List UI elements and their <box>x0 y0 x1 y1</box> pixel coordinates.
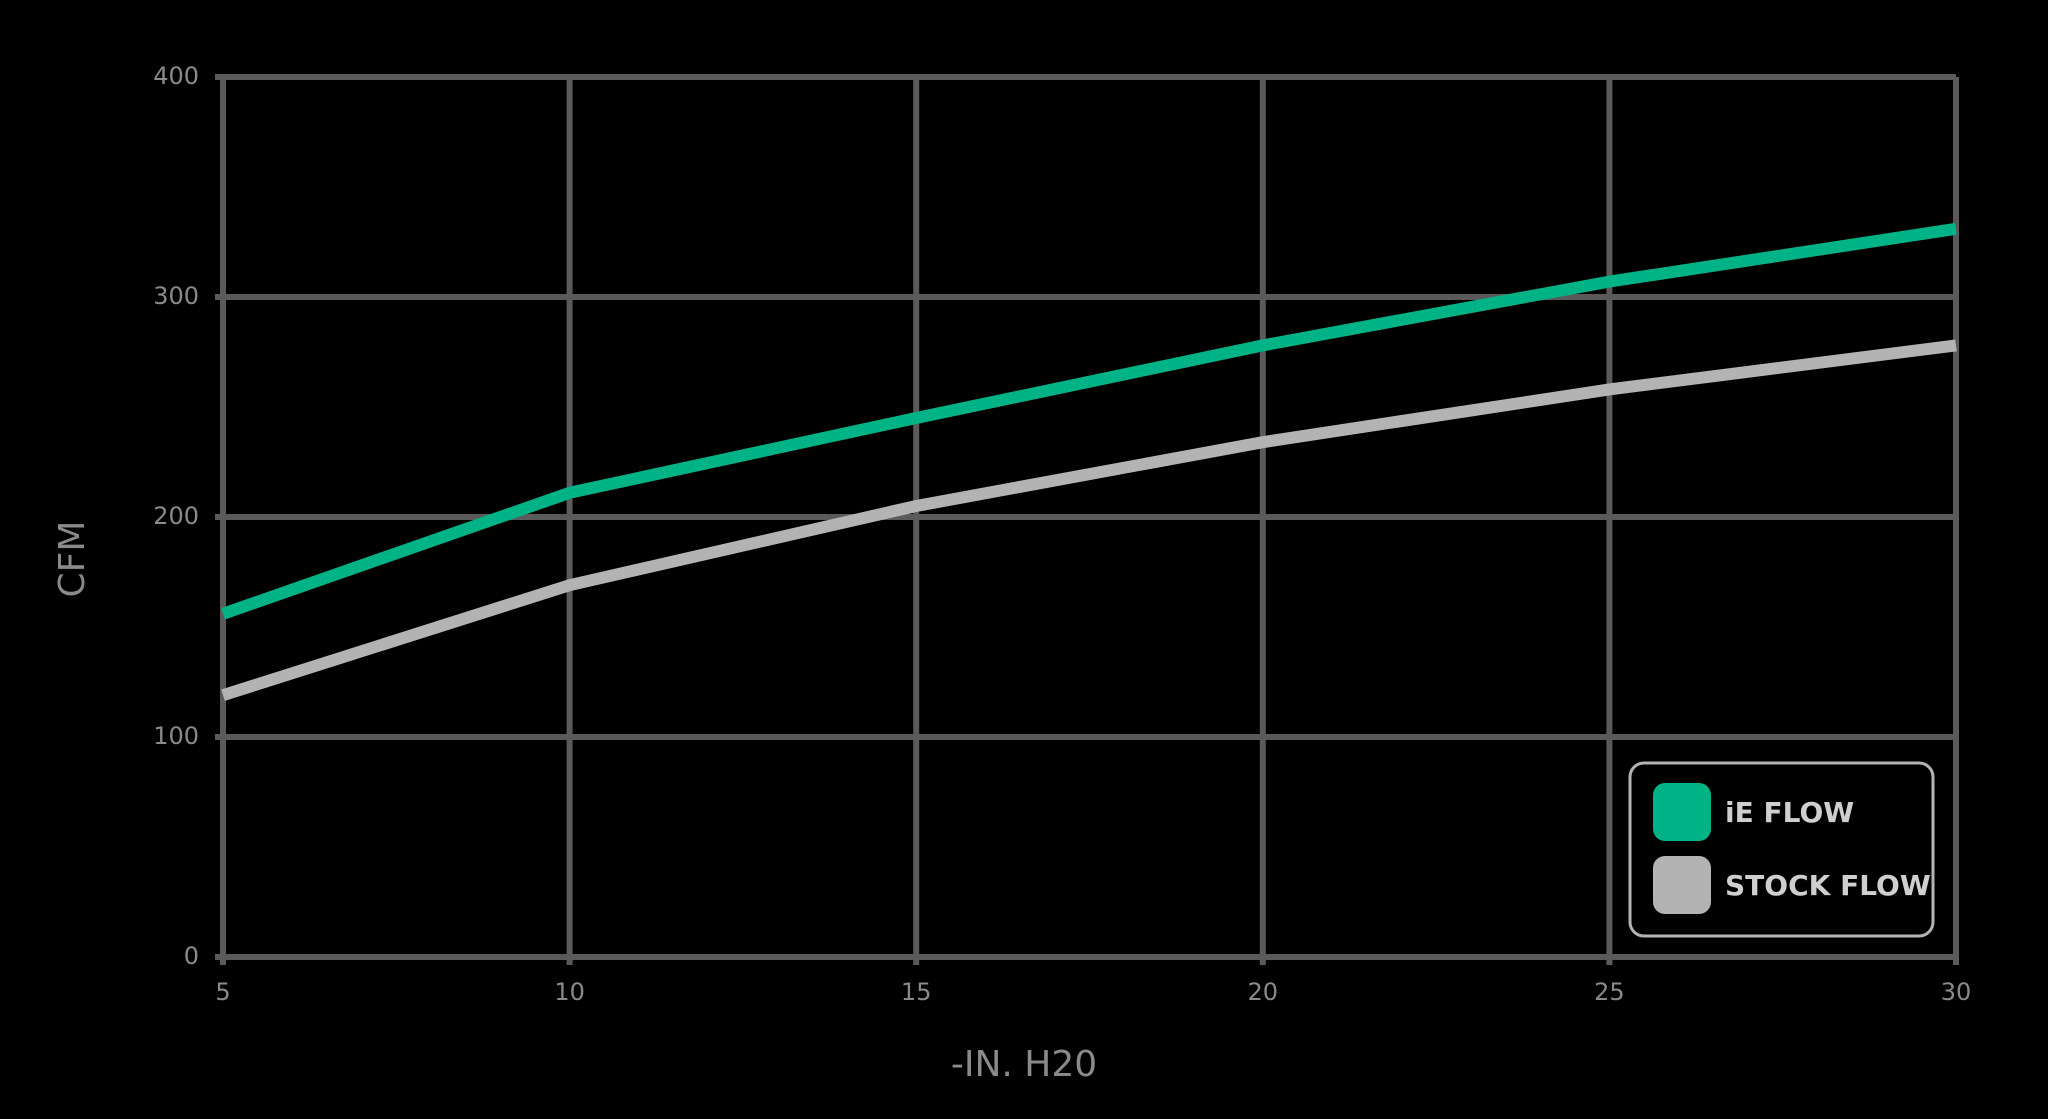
y-tick-label: 300 <box>153 282 199 310</box>
x-tick-label: 15 <box>901 978 932 1006</box>
legend: iE FLOW STOCK FLOW <box>1628 761 1935 938</box>
y-axis-label: CFM <box>52 521 93 598</box>
y-tick-label: 200 <box>153 502 199 530</box>
data-line <box>221 339 1957 701</box>
legend-label: iE FLOW <box>1725 796 1854 829</box>
x-tick-label: 30 <box>1941 978 1972 1006</box>
y-tick-label: 400 <box>153 62 199 90</box>
x-tick-label: 5 <box>215 978 230 1006</box>
x-tick-label: 20 <box>1248 978 1279 1006</box>
y-tick-label: 100 <box>153 722 199 750</box>
x-axis-label: -IN. H20 <box>951 1044 1097 1085</box>
legend-label: STOCK FLOW <box>1725 869 1931 902</box>
y-tick-label: 0 <box>184 942 199 970</box>
x-tick-label: 10 <box>554 978 585 1006</box>
legend-swatch <box>1653 783 1711 841</box>
x-tick-label: 25 <box>1594 978 1625 1006</box>
legend-swatch <box>1653 856 1711 914</box>
data-line <box>221 222 1957 620</box>
